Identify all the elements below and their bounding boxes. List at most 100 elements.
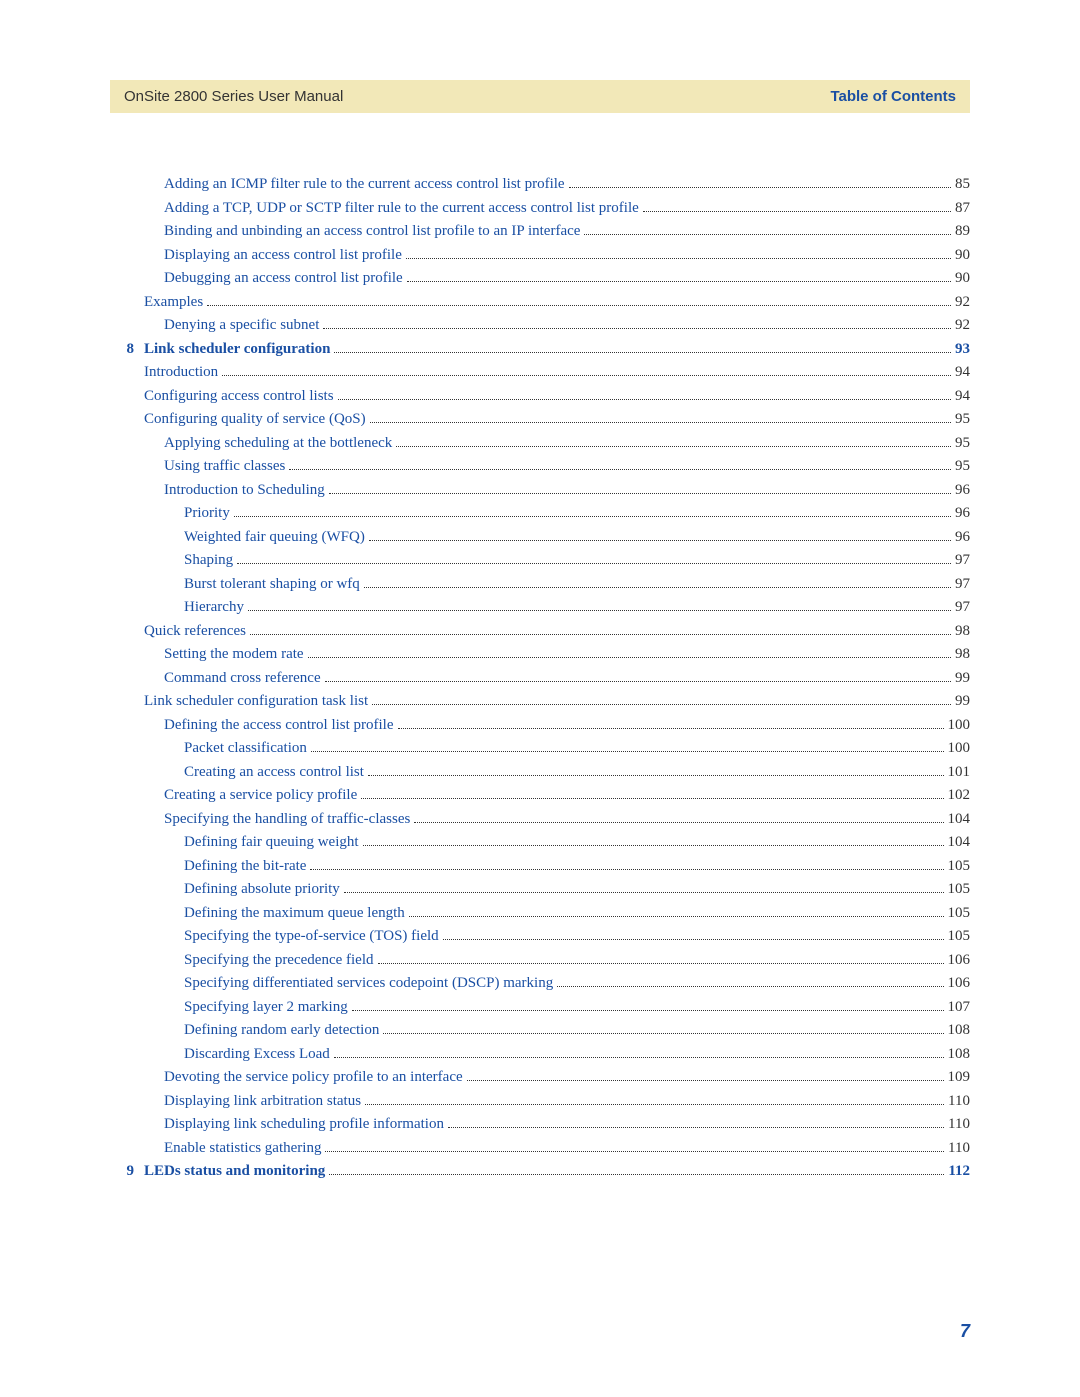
toc-leader-dots (443, 939, 944, 940)
toc-entry[interactable]: Packet classification 100 (110, 737, 970, 760)
toc-entry[interactable]: Configuring quality of service (QoS) 95 (110, 408, 970, 431)
toc-entry-text: Weighted fair queuing (WFQ) (144, 526, 365, 549)
toc-entry-page: 96 (955, 479, 970, 502)
toc-entry[interactable]: Defining the access control list profile… (110, 714, 970, 737)
toc-leader-dots (334, 1057, 944, 1058)
toc-entry[interactable]: Displaying an access control list profil… (110, 244, 970, 267)
toc-entry-text: Shaping (144, 549, 233, 572)
toc-leader-dots (370, 422, 951, 423)
toc-entry-page: 95 (955, 408, 970, 431)
toc-entry[interactable]: 9LEDs status and monitoring 112 (110, 1160, 970, 1183)
toc-entry[interactable]: Specifying the precedence field 106 (110, 949, 970, 972)
toc-entry[interactable]: Weighted fair queuing (WFQ) 96 (110, 526, 970, 549)
toc-entry-text: Command cross reference (144, 667, 321, 690)
toc-entry-page: 92 (955, 314, 970, 337)
header-manual-title: OnSite 2800 Series User Manual (124, 88, 343, 105)
toc-entry-page: 97 (955, 573, 970, 596)
toc-entry[interactable]: Using traffic classes 95 (110, 455, 970, 478)
toc-entry-text: Packet classification (144, 737, 307, 760)
toc-entry[interactable]: Priority 96 (110, 502, 970, 525)
toc-entry[interactable]: Binding and unbinding an access control … (110, 220, 970, 243)
toc-leader-dots (344, 892, 944, 893)
toc-leader-dots (398, 728, 944, 729)
toc-entry-text: Defining the access control list profile (144, 714, 394, 737)
toc-leader-dots (407, 281, 951, 282)
toc-entry[interactable]: Specifying layer 2 marking 107 (110, 996, 970, 1019)
toc-entry[interactable]: Configuring access control lists 94 (110, 385, 970, 408)
toc-entry-text: Defining absolute priority (144, 878, 340, 901)
toc-entry[interactable]: Creating a service policy profile 102 (110, 784, 970, 807)
toc-entry-text: Denying a specific subnet (144, 314, 319, 337)
toc-entry[interactable]: Applying scheduling at the bottleneck 95 (110, 432, 970, 455)
toc-entry[interactable]: Command cross reference 99 (110, 667, 970, 690)
toc-entry[interactable]: Adding a TCP, UDP or SCTP filter rule to… (110, 197, 970, 220)
toc-entry[interactable]: Specifying the type-of-service (TOS) fie… (110, 925, 970, 948)
toc-entry-text: Debugging an access control list profile (144, 267, 403, 290)
toc-entry-page: 104 (948, 808, 971, 831)
toc-entry[interactable]: Burst tolerant shaping or wfq 97 (110, 573, 970, 596)
toc-leader-dots (372, 704, 951, 705)
toc-entry[interactable]: Displaying link scheduling profile infor… (110, 1113, 970, 1136)
toc-entry[interactable]: Introduction 94 (110, 361, 970, 384)
toc-entry[interactable]: Specifying differentiated services codep… (110, 972, 970, 995)
toc-entry[interactable]: Introduction to Scheduling 96 (110, 479, 970, 502)
toc-entry-text: Creating an access control list (144, 761, 364, 784)
toc-entry[interactable]: Debugging an access control list profile… (110, 267, 970, 290)
toc-entry[interactable]: Discarding Excess Load 108 (110, 1043, 970, 1066)
toc-entry[interactable]: Defining the maximum queue length 105 (110, 902, 970, 925)
toc-entry[interactable]: 8Link scheduler configuration 93 (110, 338, 970, 361)
header-bar: OnSite 2800 Series User Manual Table of … (110, 80, 970, 113)
toc-entry[interactable]: Hierarchy 97 (110, 596, 970, 619)
toc-entry[interactable]: Defining the bit-rate 105 (110, 855, 970, 878)
toc-entry-page: 99 (955, 667, 970, 690)
toc-entry-text: Defining random early detection (144, 1019, 379, 1042)
toc-entry-text: Enable statistics gathering (144, 1137, 321, 1160)
toc-entry[interactable]: Specifying the handling of traffic-class… (110, 808, 970, 831)
toc-entry[interactable]: Defining absolute priority 105 (110, 878, 970, 901)
toc-entry-text: Applying scheduling at the bottleneck (144, 432, 392, 455)
toc-entry-text: Quick references (144, 620, 246, 643)
toc-entry-page: 98 (955, 643, 970, 666)
toc-entry-text: Adding an ICMP filter rule to the curren… (144, 173, 565, 196)
toc-entry-page: 110 (948, 1137, 970, 1160)
toc-entry[interactable]: Displaying link arbitration status 110 (110, 1090, 970, 1113)
toc-entry-page: 100 (948, 737, 971, 760)
toc-entry-text: Displaying an access control list profil… (144, 244, 402, 267)
toc-entry-text: Specifying differentiated services codep… (144, 972, 553, 995)
toc-entry-page: 87 (955, 197, 970, 220)
toc-entry-page: 93 (955, 338, 970, 361)
toc-entry-page: 96 (955, 502, 970, 525)
toc-leader-dots (569, 187, 951, 188)
toc-entry[interactable]: Defining random early detection 108 (110, 1019, 970, 1042)
toc-leader-dots (396, 446, 951, 447)
toc-entry[interactable]: Link scheduler configuration task list 9… (110, 690, 970, 713)
toc-entry[interactable]: Quick references 98 (110, 620, 970, 643)
toc-entry-page: 92 (955, 291, 970, 314)
toc-leader-dots (325, 681, 951, 682)
toc-leader-dots (329, 493, 951, 494)
toc-entry-text: Defining fair queuing weight (144, 831, 359, 854)
toc-leader-dots (643, 211, 951, 212)
toc-leader-dots (237, 563, 951, 564)
toc-entry[interactable]: Adding an ICMP filter rule to the curren… (110, 173, 970, 196)
toc-entry[interactable]: Devoting the service policy profile to a… (110, 1066, 970, 1089)
toc-entry-text: Specifying the precedence field (144, 949, 374, 972)
toc-entry-text: Examples (144, 291, 203, 314)
toc-entry-page: 95 (955, 432, 970, 455)
toc-entry-page: 89 (955, 220, 970, 243)
toc-entry[interactable]: Defining fair queuing weight 104 (110, 831, 970, 854)
toc-entry-page: 109 (948, 1066, 971, 1089)
toc-entry-page: 94 (955, 361, 970, 384)
toc-leader-dots (361, 798, 943, 799)
toc-entry[interactable]: Creating an access control list 101 (110, 761, 970, 784)
toc-entry[interactable]: Setting the modem rate 98 (110, 643, 970, 666)
toc-entry[interactable]: Enable statistics gathering 110 (110, 1137, 970, 1160)
toc-entry-page: 90 (955, 244, 970, 267)
toc-entry[interactable]: Shaping 97 (110, 549, 970, 572)
page-container: OnSite 2800 Series User Manual Table of … (0, 0, 1080, 1397)
toc-entry-text: Setting the modem rate (144, 643, 304, 666)
toc-entry-page: 107 (948, 996, 971, 1019)
toc-entry[interactable]: Denying a specific subnet 92 (110, 314, 970, 337)
toc-entry-page: 108 (948, 1043, 971, 1066)
toc-entry[interactable]: Examples 92 (110, 291, 970, 314)
